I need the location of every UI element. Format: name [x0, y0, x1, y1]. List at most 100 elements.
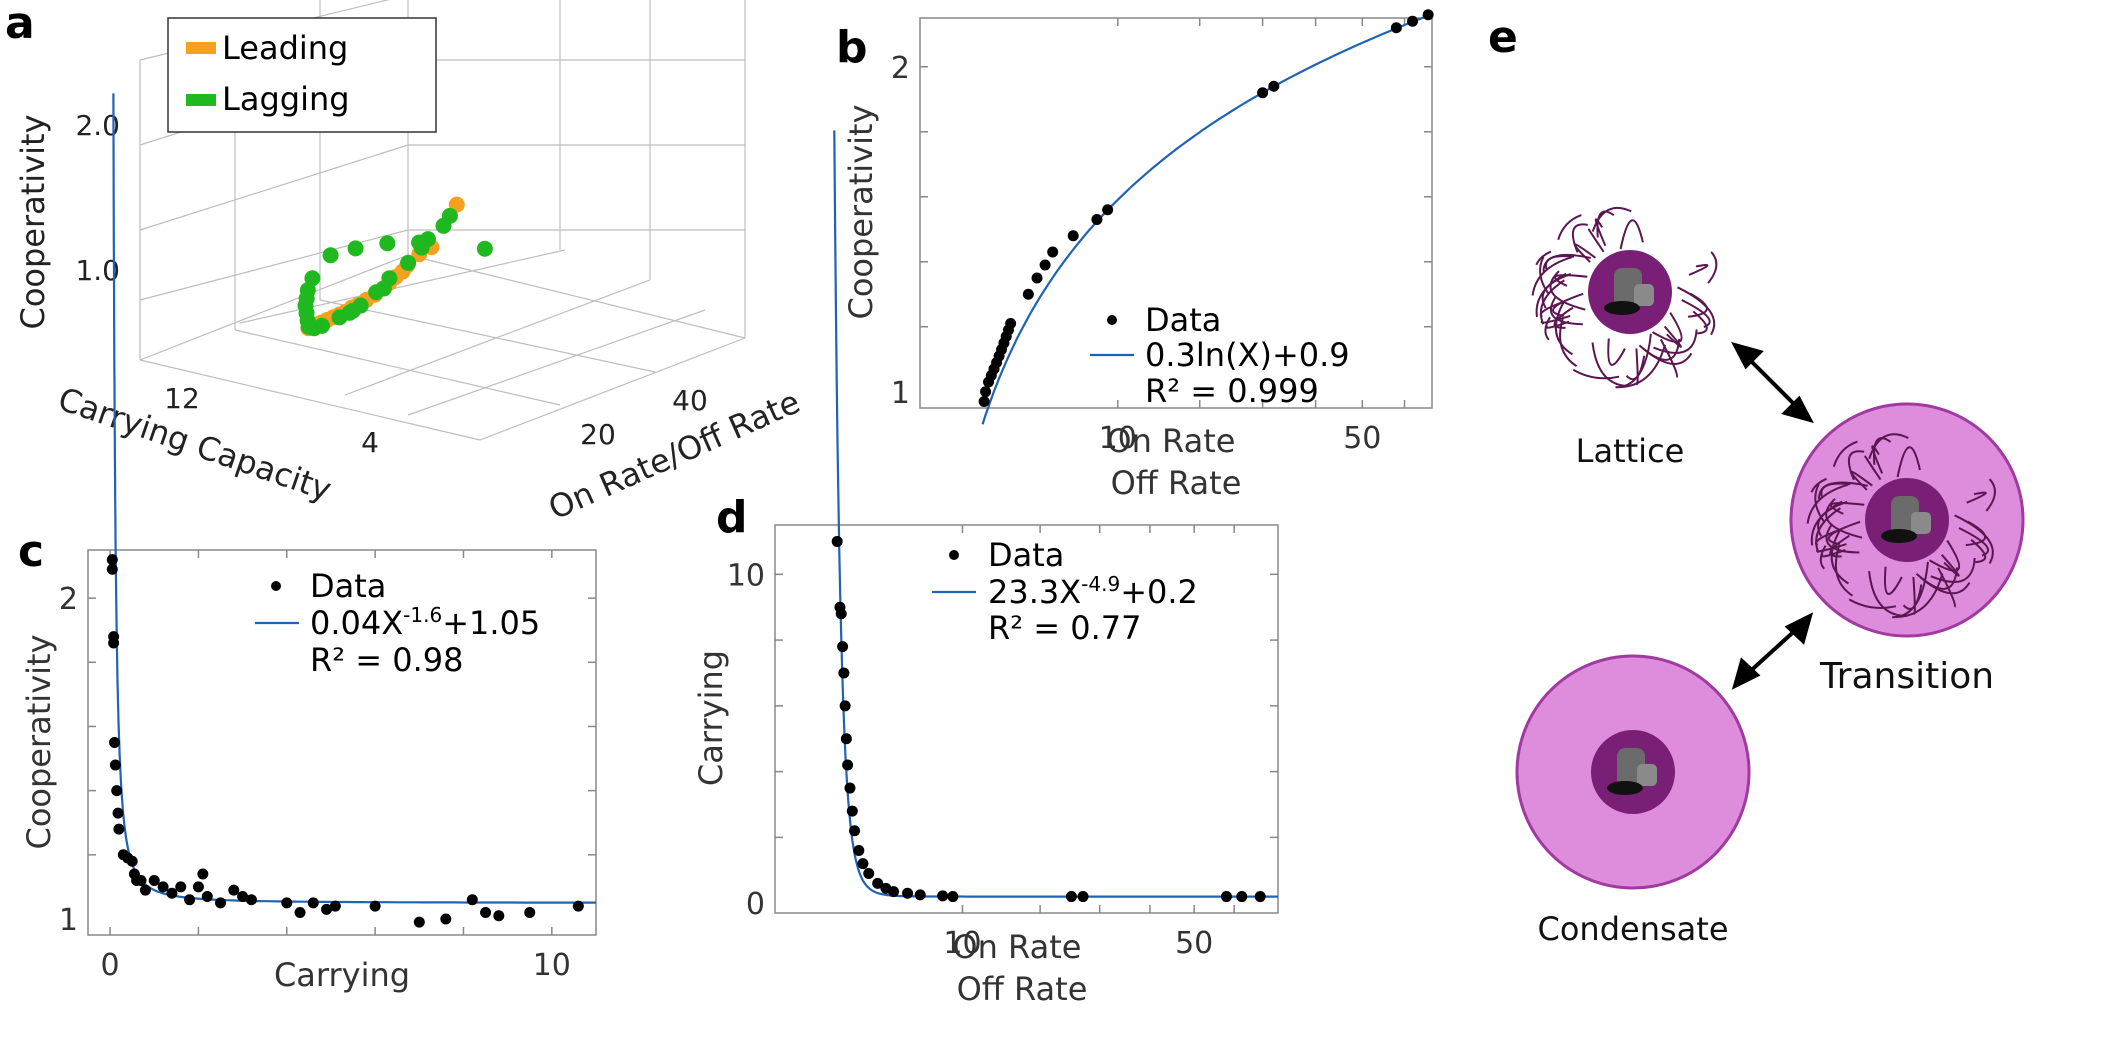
mesh-strand — [1587, 228, 1605, 253]
legend-swatch-leading — [186, 42, 216, 54]
lattice-nucleus — [1588, 250, 1672, 334]
transition-mesh — [1806, 433, 1996, 619]
mesh-strand — [1653, 329, 1698, 354]
panel-c-point — [106, 563, 118, 575]
panel-d-point — [1220, 891, 1232, 903]
transition-state — [1789, 402, 2025, 638]
panel-b-point — [1039, 259, 1051, 271]
panel-d-point — [947, 891, 959, 903]
panel-b-x-label: On Rate Off Rate — [1106, 422, 1245, 502]
mesh-strand — [1830, 528, 1850, 585]
fit-label-base: 0.04X — [310, 604, 403, 642]
panel-d-point — [849, 825, 861, 837]
mesh-strand — [1544, 316, 1551, 341]
panel-c-point — [466, 894, 478, 906]
panel-c-x-tick-10: 10 — [533, 948, 571, 983]
fit-label-tail: +0.2 — [1120, 573, 1198, 611]
panel-b-point — [980, 386, 992, 398]
mesh-strand — [1659, 338, 1679, 379]
panel-b-point — [1047, 246, 1059, 258]
panel-c-points — [106, 554, 584, 928]
panel-d-axes-box — [774, 524, 1279, 914]
mesh-strand — [1596, 210, 1615, 238]
mesh-strand — [1848, 598, 1897, 609]
mesh-strand — [1553, 306, 1574, 329]
panel-c-point — [109, 737, 121, 748]
fit-label-exponent: -4.9 — [1081, 572, 1120, 596]
panel-b-y-tick-1: 1 — [891, 376, 910, 411]
mesh-strand — [1535, 250, 1552, 266]
mesh-strand — [1625, 355, 1646, 381]
mesh-strand — [1549, 270, 1586, 311]
panel-d-point — [872, 877, 884, 889]
panel-d-point — [840, 733, 852, 745]
panel-d-x-tick-50: 50 — [1175, 926, 1213, 961]
panel-c-point — [106, 554, 118, 566]
legend-label-fit: 23.3X-4.9+0.2 — [988, 572, 1198, 611]
panel-d-point — [1065, 891, 1077, 903]
legend-label-fit: 0.04X-1.6+1.05 — [310, 603, 540, 642]
panel-b-point — [1031, 272, 1043, 284]
panel-b-point — [1022, 288, 1034, 300]
legend-label-r2: R² = 0.77 — [988, 609, 1141, 647]
panel-c-point — [135, 874, 147, 886]
panel-c-point — [294, 907, 306, 919]
mesh-strand — [1539, 256, 1549, 294]
panel-c-point — [148, 874, 160, 886]
panel-c-point — [245, 894, 257, 906]
panel-d-y-label: Carrying — [692, 650, 730, 786]
label-lattice: Lattice — [1576, 432, 1685, 470]
panel-c-point — [113, 823, 125, 835]
mesh-strand — [1937, 567, 1956, 608]
mesh-strand — [1814, 483, 1825, 522]
panel-b-point — [1407, 15, 1419, 27]
arrow-lattice-transition — [1743, 353, 1802, 412]
panel-c-point — [192, 881, 204, 893]
mesh-strand — [1829, 534, 1850, 558]
mesh-strand — [1554, 274, 1588, 287]
panel-c-point — [157, 881, 169, 893]
legend-label-r2: R² = 0.98 — [310, 641, 463, 679]
mesh-strand — [1535, 272, 1567, 318]
panel-c-point — [197, 868, 209, 880]
panel-c-point — [572, 900, 584, 912]
panel-c-legend: Data 0.04X-1.6+1.05 R² = 0.98 — [255, 567, 540, 679]
panel-c-point — [493, 910, 505, 922]
panel-c-point — [108, 637, 120, 649]
panel-b-point — [1091, 214, 1103, 225]
mesh-strand — [1810, 477, 1827, 493]
mesh-strand — [1549, 295, 1583, 326]
fit-label-exponent: -1.6 — [403, 603, 442, 627]
panel-b-point — [1390, 22, 1402, 34]
panel-b-x-label-line2: Off Rate — [1111, 464, 1242, 502]
panel-b-point — [1422, 9, 1434, 21]
mesh-strand — [1902, 584, 1923, 610]
mesh-strand — [1542, 253, 1592, 272]
mesh-strand — [1940, 554, 1960, 577]
panel-c-y-label: Cooperativity — [20, 634, 58, 849]
panel-b-x-tick-10: 10 — [1099, 421, 1137, 456]
mesh-strand — [1607, 338, 1626, 366]
panel-c-point — [369, 900, 381, 912]
panel-b-axes-box — [919, 17, 1433, 409]
mesh-strand — [1819, 545, 1827, 570]
panel-a-point-lagging — [304, 270, 321, 287]
mesh-strand — [1872, 437, 1892, 465]
mesh-strand — [1896, 446, 1921, 478]
panel-c-point — [201, 891, 213, 902]
panel-c-axes-box — [87, 549, 597, 936]
mesh-strand — [1688, 264, 1709, 276]
panel-label-e: e — [1488, 12, 1518, 63]
mesh-strand — [1681, 299, 1711, 328]
mesh-strand — [1652, 312, 1683, 344]
panel-c-point — [126, 855, 138, 867]
mesh-strand — [1849, 470, 1873, 491]
arrow-condensate-transition — [1743, 624, 1802, 678]
panel-b-y-label: Cooperativity — [842, 104, 880, 319]
panel-c-x-tick-0: 0 — [101, 948, 120, 983]
arrowhead — [1781, 395, 1814, 424]
panel-c-point — [215, 897, 227, 909]
legend-swatch-lagging — [186, 94, 216, 106]
panel-d-point — [844, 782, 856, 794]
panel-b-point — [1067, 230, 1079, 242]
